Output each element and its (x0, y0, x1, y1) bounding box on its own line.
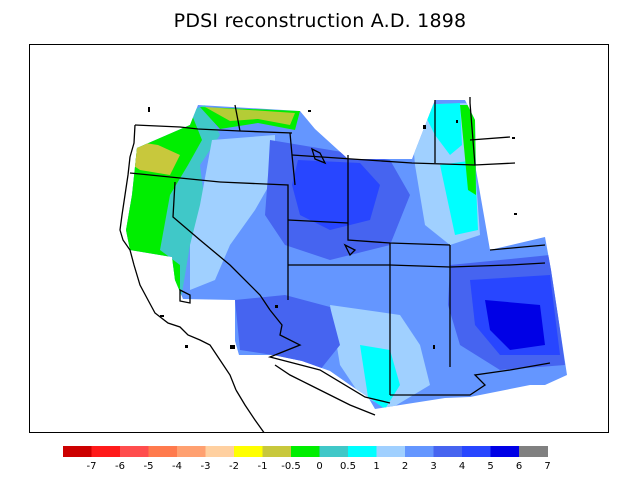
state-boundaries (119, 97, 551, 432)
map-title: PDSI reconstruction A.D. 1898 (173, 10, 467, 32)
colorbar-swatch (462, 446, 491, 457)
colorbar-swatch (63, 446, 92, 457)
colorbar-labels: -7 -6 -5 -4 -3 -2 -1 -0.5 0 0.5 1 2 3 4 5 6 7 (87, 461, 551, 472)
colorbar-tick-label: -0.5 (281, 461, 301, 472)
colorbar-swatch (234, 446, 263, 457)
colorbar-swatch (405, 446, 434, 457)
colorbar-swatch (205, 446, 235, 457)
colorbar-swatch (348, 446, 377, 457)
colorbar-swatch (148, 446, 178, 457)
colorbar-swatch (490, 446, 520, 457)
colorbar-swatches (63, 446, 548, 457)
colorbar-tick-label: 6 (516, 461, 522, 472)
colorbar-tick-label: 1 (373, 461, 379, 472)
colorbar-tick-label: 4 (459, 461, 465, 472)
map-details (148, 107, 517, 349)
pdsi-field (126, 100, 567, 409)
colorbar-swatch (519, 446, 548, 457)
pdsi-map (119, 97, 567, 432)
colorbar-tick-label: 2 (402, 461, 408, 472)
colorbar-swatch (91, 446, 121, 457)
colorbar-tick-label: -6 (115, 461, 125, 472)
colorbar-tick-label: -1 (258, 461, 268, 472)
colorbar-tick-label: -4 (172, 461, 182, 472)
colorbar-tick-label: -7 (87, 461, 97, 472)
colorbar-tick-label: -5 (144, 461, 154, 472)
colorbar-swatch (262, 446, 292, 457)
colorbar-tick-label: 0 (316, 461, 322, 472)
colorbar-tick-label: 3 (430, 461, 436, 472)
colorbar-tick-label: 7 (544, 461, 550, 472)
colorbar-swatch (376, 446, 406, 457)
colorbar-swatch (120, 446, 149, 457)
colorbar-tick-label: -3 (201, 461, 211, 472)
colorbar-tick-label: 5 (487, 461, 493, 472)
colorbar-swatch (177, 446, 206, 457)
colorbar-tick-label: -2 (229, 461, 239, 472)
colorbar-swatch (433, 446, 463, 457)
colorbar-swatch (291, 446, 320, 457)
map-panel (29, 44, 609, 433)
colorbar-tick-label: 0.5 (340, 461, 356, 472)
colorbar-swatch (319, 446, 349, 457)
